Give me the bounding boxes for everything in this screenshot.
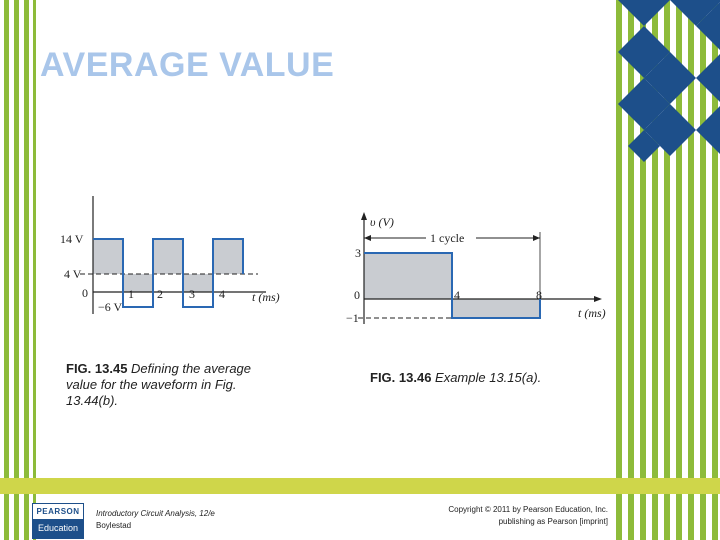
x-axis-label: t (ms) <box>252 290 280 304</box>
figure-13-45-waveform: 14 V 4 V 0 −6 V 1 2 3 4 t (ms) <box>60 196 280 314</box>
tick-label-3: 3 <box>189 287 195 301</box>
logo-top-text: PEARSON <box>36 507 80 516</box>
caption-text: Defining the average value for the wavef… <box>66 361 252 408</box>
logo-bottom-text: Education <box>33 519 83 538</box>
book-info: Introductory Circuit Analysis, 12/e Boyl… <box>96 508 215 532</box>
y-high-label: 14 V <box>60 232 84 246</box>
waveform-shaded-area <box>93 239 243 292</box>
book-author: Boylestad <box>96 521 132 530</box>
tick-label-1: 1 <box>128 287 134 301</box>
tick-label-4: 4 <box>454 288 460 302</box>
x-axis-label: t (ms) <box>578 306 606 320</box>
pearson-logo: PEARSON Education <box>32 503 84 539</box>
positive-pulse-area <box>364 253 452 299</box>
figure-13-46-waveform: 1 cycle υ (V) 3 0 −1 4 8 t (ms) <box>346 212 606 325</box>
slide-title: AVERAGE VALUE <box>40 46 335 84</box>
y-avg-label: 4 V <box>64 267 82 281</box>
cycle-label: 1 cycle <box>430 231 464 245</box>
tick-label-4: 4 <box>219 287 225 301</box>
book-title: Introductory Circuit Analysis, 12/e <box>96 509 215 518</box>
caption-text: Example 13.15(a). <box>431 370 542 385</box>
y-low-label: −1 <box>346 311 359 325</box>
tick-label-2: 2 <box>157 287 163 301</box>
right-stripes-decoration <box>616 0 720 540</box>
pulse-waveform <box>364 252 541 319</box>
caption-label: FIG. 13.45 <box>66 361 128 376</box>
copyright-line-1: Copyright © 2011 by Pearson Education, I… <box>448 505 608 514</box>
square-wave <box>93 238 244 308</box>
tick-label-8: 8 <box>536 288 542 302</box>
copyright-notice: Copyright © 2011 by Pearson Education, I… <box>400 504 608 528</box>
caption-label: FIG. 13.46 <box>370 370 432 385</box>
y-zero-label: 0 <box>354 288 360 302</box>
figure-13-45-caption: FIG. 13.45 Defining the average value fo… <box>66 361 278 409</box>
origin-label: 0 <box>82 286 88 300</box>
footer-bar <box>0 478 720 494</box>
y-axis-label: υ (V) <box>370 215 394 229</box>
negative-pulse-area <box>452 299 540 318</box>
figure-13-46-caption: FIG. 13.46 Example 13.15(a). <box>370 370 600 386</box>
y-high-label: 3 <box>355 246 361 260</box>
copyright-line-2: publishing as Pearson [imprint] <box>498 517 608 526</box>
y-low-label: −6 V <box>98 300 123 314</box>
left-stripes-decoration <box>4 0 36 540</box>
